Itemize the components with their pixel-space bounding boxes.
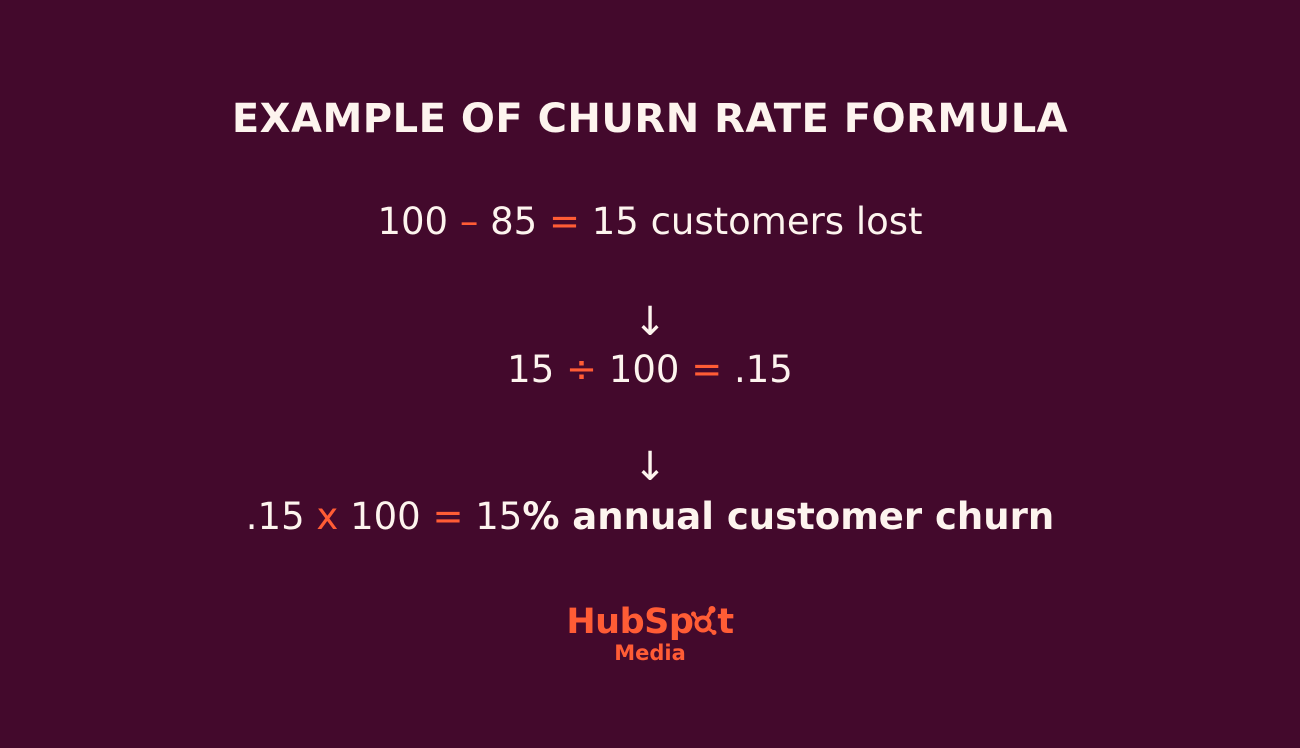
hubspot-media-logo: HubSp t Media [0, 600, 1300, 666]
logo-brand-post: t [717, 602, 734, 642]
step1-value-b: 85 [490, 200, 538, 243]
sprocket-icon [691, 606, 717, 635]
formula-step-1: 100 – 85 = 15 customers lost [0, 198, 1300, 246]
down-arrow-icon: ↓ [633, 444, 667, 490]
step3-result-text: % annual customer churn [522, 495, 1055, 538]
equals-operator: = [691, 348, 723, 391]
step3-value-a: .15 [245, 495, 305, 538]
step2-result: .15 [733, 348, 793, 391]
down-arrow-icon: ↓ [633, 299, 667, 345]
step3-value-b: 100 [350, 495, 421, 538]
logo-wordmark: HubSp t [566, 600, 734, 644]
logo-brand-pre: HubSp [566, 602, 694, 642]
formula-step-3: .15 x 100 = 15% annual customer churn [0, 493, 1300, 541]
equals-operator: = [432, 495, 464, 538]
multiply-operator: x [316, 495, 339, 538]
divide-operator: ÷ [566, 348, 598, 391]
minus-operator: – [459, 200, 479, 243]
step3-result-number: 15 [475, 495, 523, 538]
page-title: EXAMPLE OF CHURN RATE FORMULA [231, 96, 1069, 142]
equals-operator: = [548, 200, 580, 243]
logo-subtitle: Media [614, 641, 686, 665]
step1-value-a: 100 [377, 200, 449, 243]
step2-value-a: 15 [507, 348, 555, 391]
formula-step-2: 15 ÷ 100 = .15 [0, 346, 1300, 394]
step2-value-b: 100 [608, 348, 680, 391]
step1-result: 15 customers lost [591, 200, 923, 243]
